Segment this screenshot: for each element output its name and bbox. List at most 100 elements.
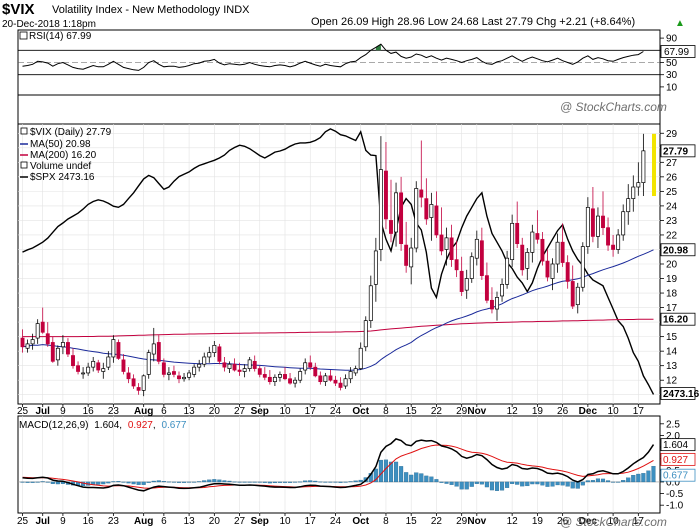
candle-body <box>303 362 308 371</box>
candle <box>207 346 212 363</box>
x-tick-label-bottom: 22 <box>431 516 443 527</box>
x-tick-label: 10 <box>279 406 291 417</box>
macd-value-label: 1.604 <box>663 440 688 451</box>
candle <box>394 182 398 247</box>
price-tick-label: 12 <box>666 376 678 387</box>
candle <box>474 230 479 266</box>
macd-histogram-bar <box>267 481 272 484</box>
x-tick-label: 25 <box>17 406 29 417</box>
candle-body <box>25 343 30 349</box>
candle-body <box>596 215 600 237</box>
macd-histogram-bar <box>424 475 429 483</box>
macd-tick-label: 0.0 <box>666 477 680 488</box>
candle-body <box>146 352 151 375</box>
candle-body <box>288 378 292 384</box>
candle <box>500 278 504 302</box>
candle <box>444 227 449 266</box>
macd-histogram-bar <box>25 481 30 483</box>
candle-body <box>495 297 499 310</box>
ma200-value-label: 16.20 <box>663 315 688 326</box>
candle <box>172 365 176 378</box>
x-tick-label: 27 <box>234 406 246 417</box>
macd-histogram-bar <box>20 481 25 483</box>
candle-body <box>389 220 393 234</box>
x-tick-label-bottom: 20 <box>209 516 221 527</box>
macd-histogram-bar <box>393 461 399 483</box>
macd-histogram-bar <box>181 481 187 483</box>
candle-body <box>459 270 464 292</box>
macd-histogram-bar <box>489 481 495 491</box>
candle-body <box>76 365 80 372</box>
candle <box>101 362 106 379</box>
candle <box>459 256 464 296</box>
macd-histogram-bar <box>600 478 606 483</box>
candle <box>575 282 580 314</box>
macd-histogram-bar <box>545 481 550 487</box>
candle <box>151 327 156 362</box>
candle <box>131 374 136 389</box>
candle-body <box>525 252 530 269</box>
macd-histogram-bar <box>353 480 358 483</box>
x-tick-label-bottom: Dec <box>579 516 598 527</box>
macd-histogram-bar <box>303 480 308 483</box>
candle-body <box>91 360 96 368</box>
candle <box>318 371 323 385</box>
candle <box>222 356 227 372</box>
candle-body <box>222 362 227 368</box>
candle-body <box>419 189 424 198</box>
x-tick-label-bottom: 23 <box>108 516 120 527</box>
price-tick-label: 20 <box>666 260 678 271</box>
candle-body <box>530 231 535 253</box>
candle <box>429 192 434 241</box>
candle <box>601 191 605 235</box>
candle <box>343 374 348 389</box>
candle-body <box>469 256 474 279</box>
watermark-bottom: @ StockCharts.com <box>560 515 667 529</box>
macd-label-prefix: MACD(12,26,9) <box>19 420 88 431</box>
x-tick-label: 24 <box>330 406 342 417</box>
macd-histogram-bar <box>212 479 217 483</box>
candle-body <box>424 198 429 220</box>
candle <box>338 377 343 391</box>
candle <box>146 349 151 379</box>
candle <box>424 178 429 225</box>
macd-histogram-bar <box>439 481 444 483</box>
candle-body <box>45 333 50 345</box>
macd-chart <box>18 438 660 492</box>
macd-histogram-bar <box>550 481 555 487</box>
candle-body <box>328 375 333 381</box>
x-tick-label-bottom: 13 <box>184 516 196 527</box>
candle-body <box>247 359 252 369</box>
rsi-tick-label: 10 <box>666 82 678 93</box>
candle <box>262 367 267 381</box>
signal-value-badge <box>660 452 696 466</box>
candle-body <box>166 372 171 375</box>
macd-histogram-bar <box>651 466 656 483</box>
candle <box>252 355 257 372</box>
candle-body <box>479 240 484 276</box>
x-tick-label-bottom: Aug <box>134 516 153 527</box>
up-arrow-icon: ▲ <box>675 18 685 29</box>
candle <box>515 201 520 249</box>
candle <box>409 237 414 285</box>
macd-histogram-bar <box>621 480 626 483</box>
macd-histogram-bar <box>171 481 177 483</box>
candle <box>86 362 91 376</box>
macd-histogram-bar <box>298 481 303 483</box>
candle-body <box>96 362 101 371</box>
macd-histogram-bar <box>40 481 45 483</box>
candle-body <box>131 378 136 387</box>
candle <box>333 375 338 387</box>
macd-histogram-bar <box>30 481 35 483</box>
candle-body <box>580 246 585 288</box>
candle-body <box>641 150 646 184</box>
macd-histogram-bar <box>202 480 207 483</box>
macd-histogram-bar <box>565 481 570 487</box>
candle <box>439 207 444 256</box>
candle <box>378 136 383 262</box>
candle <box>212 340 217 357</box>
macd-histogram-bar <box>45 481 50 483</box>
x-tick-label: 13 <box>184 406 196 417</box>
candle-body <box>217 346 222 362</box>
